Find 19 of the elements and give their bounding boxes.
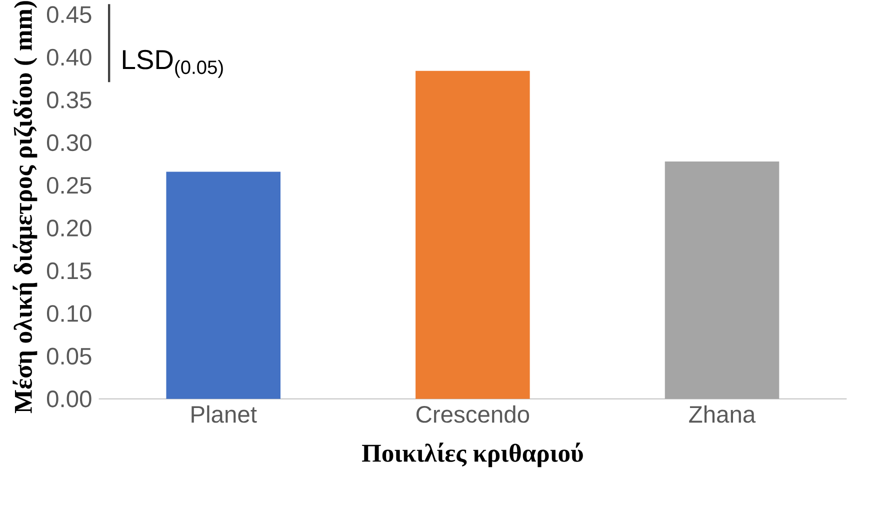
x-tick-label: Planet (192, 405, 257, 423)
y-tick-label: 0.25 (46, 177, 92, 194)
x-tick-label: Crescendo (416, 405, 530, 423)
annotation: LSD$_{(0.05)}$ (122, 50, 223, 78)
bar (166, 172, 280, 400)
x-axis-title: Ποικιλίες κριθαριού (362, 442, 583, 468)
y-tick-label: 0.00 (46, 390, 92, 408)
y-tick-label: 0.05 (46, 348, 92, 365)
x-tick-label: Zhana (689, 405, 756, 423)
y-tick-label: 0.30 (46, 134, 92, 152)
bar (664, 162, 780, 400)
y-tick-label: 0.15 (46, 262, 92, 280)
y-axis-title: Μέση ολική διάμετρος ριζιδίου ( mm) (12, 1, 38, 414)
y-tick-label: 0.35 (46, 92, 92, 108)
y-tick-label: 0.20 (46, 220, 92, 237)
bar (416, 71, 530, 400)
y-tick-label: 0.10 (46, 305, 92, 322)
y-tick-label: 0.45 (46, 6, 92, 24)
y-tick-label: 0.40 (46, 48, 92, 66)
